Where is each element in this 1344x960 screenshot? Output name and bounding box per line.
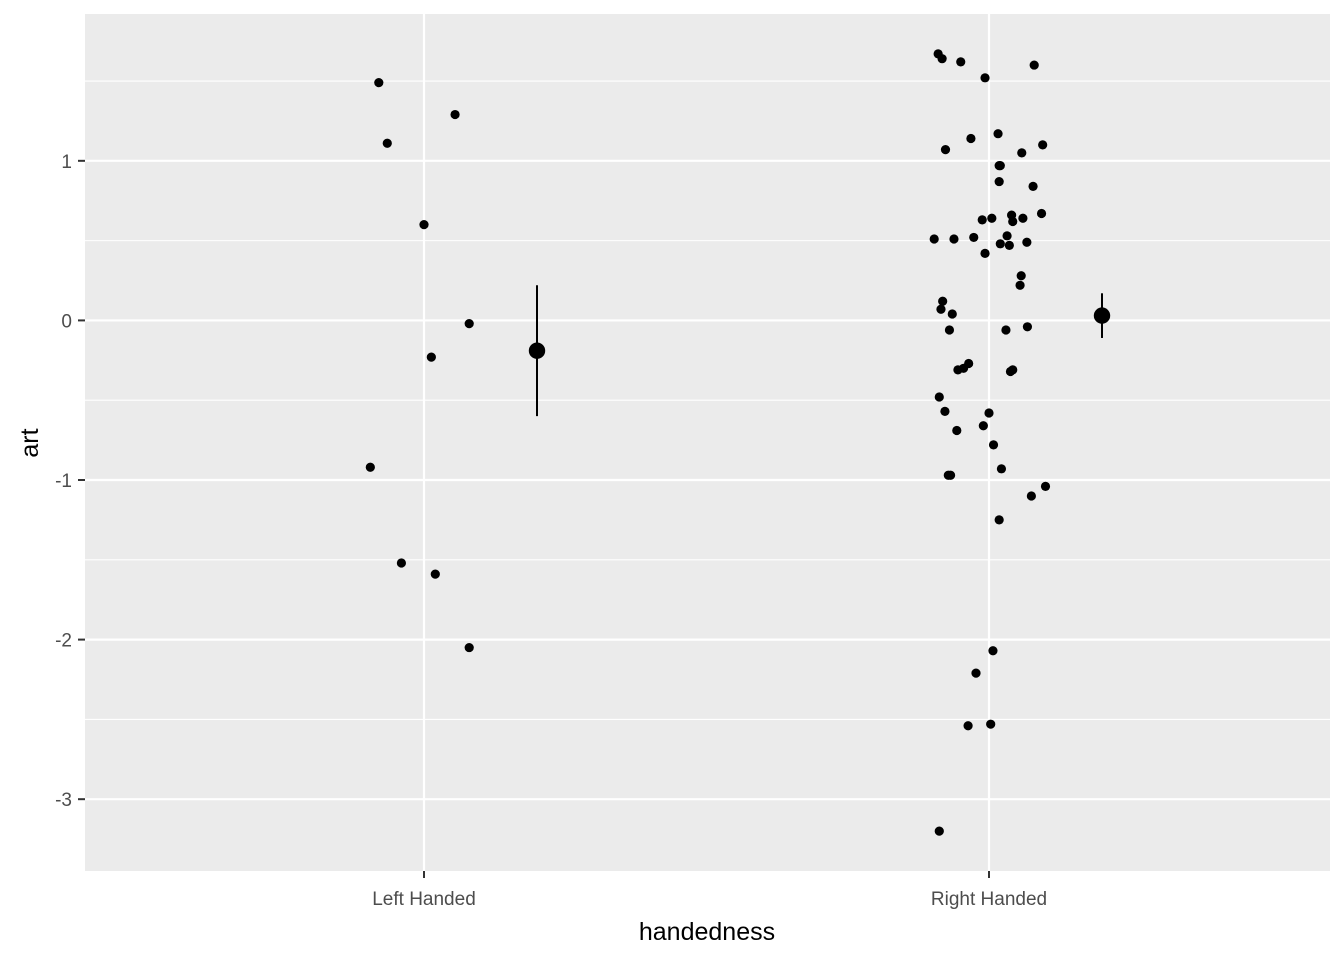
data-point (1002, 231, 1012, 241)
data-point (396, 558, 406, 568)
data-point (1017, 148, 1027, 158)
data-point (382, 138, 392, 148)
data-point (1008, 216, 1018, 227)
minor-gridlines (85, 80, 1330, 720)
data-point (1038, 140, 1048, 150)
x-tick-label: Left Handed (372, 889, 476, 910)
data-point (430, 569, 440, 579)
data-point (1016, 271, 1026, 281)
data-point (987, 213, 997, 223)
data-point (1022, 322, 1033, 332)
data-point (934, 826, 944, 836)
y-tick-label: 1 (61, 152, 72, 173)
data-point (374, 78, 384, 88)
data-point (365, 462, 375, 472)
mean-point (1093, 307, 1111, 324)
data-point (1005, 366, 1016, 377)
summary-markers (528, 285, 1111, 417)
data-point (1001, 325, 1011, 335)
data-point (988, 646, 998, 656)
data-point (1026, 491, 1036, 501)
data-point (952, 425, 962, 436)
data-point (464, 642, 474, 653)
data-point (1018, 213, 1028, 223)
data-point (953, 365, 963, 375)
y-axis-ticks: 1 0 -1 -2 -3 (55, 152, 85, 811)
data-point (949, 234, 959, 244)
data-point (995, 161, 1005, 171)
x-tick-label: Right Handed (931, 889, 1047, 910)
data-point (980, 73, 990, 83)
data-point (464, 319, 474, 329)
data-point (963, 721, 973, 731)
data-point (936, 304, 946, 314)
data-point (988, 440, 999, 450)
data-point (995, 239, 1005, 249)
y-axis-title: art (16, 428, 44, 457)
data-point (940, 145, 951, 155)
data-point (944, 325, 955, 335)
data-point (993, 129, 1003, 139)
panel-background (85, 14, 1330, 871)
data-point (1004, 240, 1014, 251)
data-points (365, 49, 1051, 836)
data-point (945, 470, 956, 480)
data-point (937, 54, 947, 64)
data-point (947, 309, 957, 319)
y-tick-label: 0 (61, 311, 72, 332)
data-point (977, 215, 987, 225)
data-point (1029, 60, 1039, 70)
data-point (994, 176, 1004, 187)
data-point (986, 719, 996, 729)
data-point (1015, 280, 1025, 290)
data-point (980, 248, 990, 258)
data-point (994, 515, 1004, 525)
data-point (969, 232, 979, 243)
data-point (1040, 481, 1051, 491)
major-gridlines (85, 14, 1330, 871)
data-point (1022, 237, 1032, 247)
data-point (1028, 181, 1038, 191)
data-point (978, 421, 988, 431)
data-point (934, 392, 944, 402)
data-point (996, 464, 1007, 474)
data-point (938, 296, 948, 306)
data-point (450, 109, 460, 120)
data-point (956, 57, 966, 67)
data-point (984, 408, 994, 418)
data-point (426, 352, 436, 362)
y-tick-label: -1 (55, 471, 72, 492)
data-point (971, 668, 981, 678)
x-axis-ticks: Left Handed Right Handed (372, 871, 1047, 910)
mean-point (528, 342, 546, 359)
data-point (940, 406, 950, 416)
y-tick-label: -2 (55, 631, 72, 652)
data-point (419, 220, 429, 230)
x-axis-title: handedness (639, 918, 775, 946)
data-point (929, 234, 939, 244)
y-tick-label: -3 (55, 790, 72, 811)
data-point (1036, 208, 1047, 219)
data-point (966, 133, 976, 144)
